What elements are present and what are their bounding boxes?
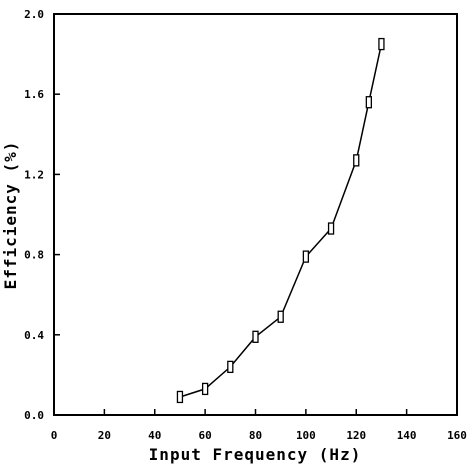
y-tick-label: 0.4 bbox=[24, 329, 44, 342]
x-tick-label: 80 bbox=[249, 429, 262, 442]
y-tick-label: 1.2 bbox=[24, 168, 44, 181]
data-point-marker bbox=[227, 360, 234, 374]
data-point-marker bbox=[378, 37, 385, 51]
series-line bbox=[179, 43, 383, 398]
y-tick-label: 2.0 bbox=[24, 8, 44, 21]
x-tick-label: 120 bbox=[346, 429, 366, 442]
x-tick-label: 20 bbox=[98, 429, 111, 442]
plot-frame bbox=[53, 13, 458, 416]
data-point-marker bbox=[302, 250, 310, 263]
data-point-marker bbox=[176, 390, 184, 404]
data-point-marker bbox=[365, 96, 372, 109]
series-layer bbox=[176, 37, 385, 404]
data-point-marker bbox=[353, 154, 360, 167]
y-axis-title: Efficiency (%) bbox=[1, 141, 20, 290]
data-point-marker bbox=[277, 310, 284, 323]
data-point-marker bbox=[327, 222, 335, 235]
y-axis-ticks: 0.0 0.4 0.8 1.2 1.6 2.0 bbox=[24, 8, 60, 422]
x-tick-label: 100 bbox=[296, 429, 316, 442]
data-point-marker bbox=[201, 382, 209, 396]
y-tick-label: 0.0 bbox=[24, 409, 44, 422]
x-tick-label: 160 bbox=[447, 429, 467, 442]
x-axis-ticks: 0 20 40 60 80 100 120 140 160 bbox=[51, 409, 467, 442]
x-tick-label: 40 bbox=[148, 429, 161, 442]
x-tick-label: 140 bbox=[397, 429, 417, 442]
x-tick-label: 60 bbox=[199, 429, 212, 442]
x-tick-label: 0 bbox=[51, 429, 58, 442]
y-tick-label: 1.6 bbox=[24, 88, 44, 101]
x-axis-title: Input Frequency (Hz) bbox=[149, 445, 362, 464]
data-point-marker bbox=[252, 330, 259, 343]
y-tick-label: 0.8 bbox=[24, 249, 44, 262]
